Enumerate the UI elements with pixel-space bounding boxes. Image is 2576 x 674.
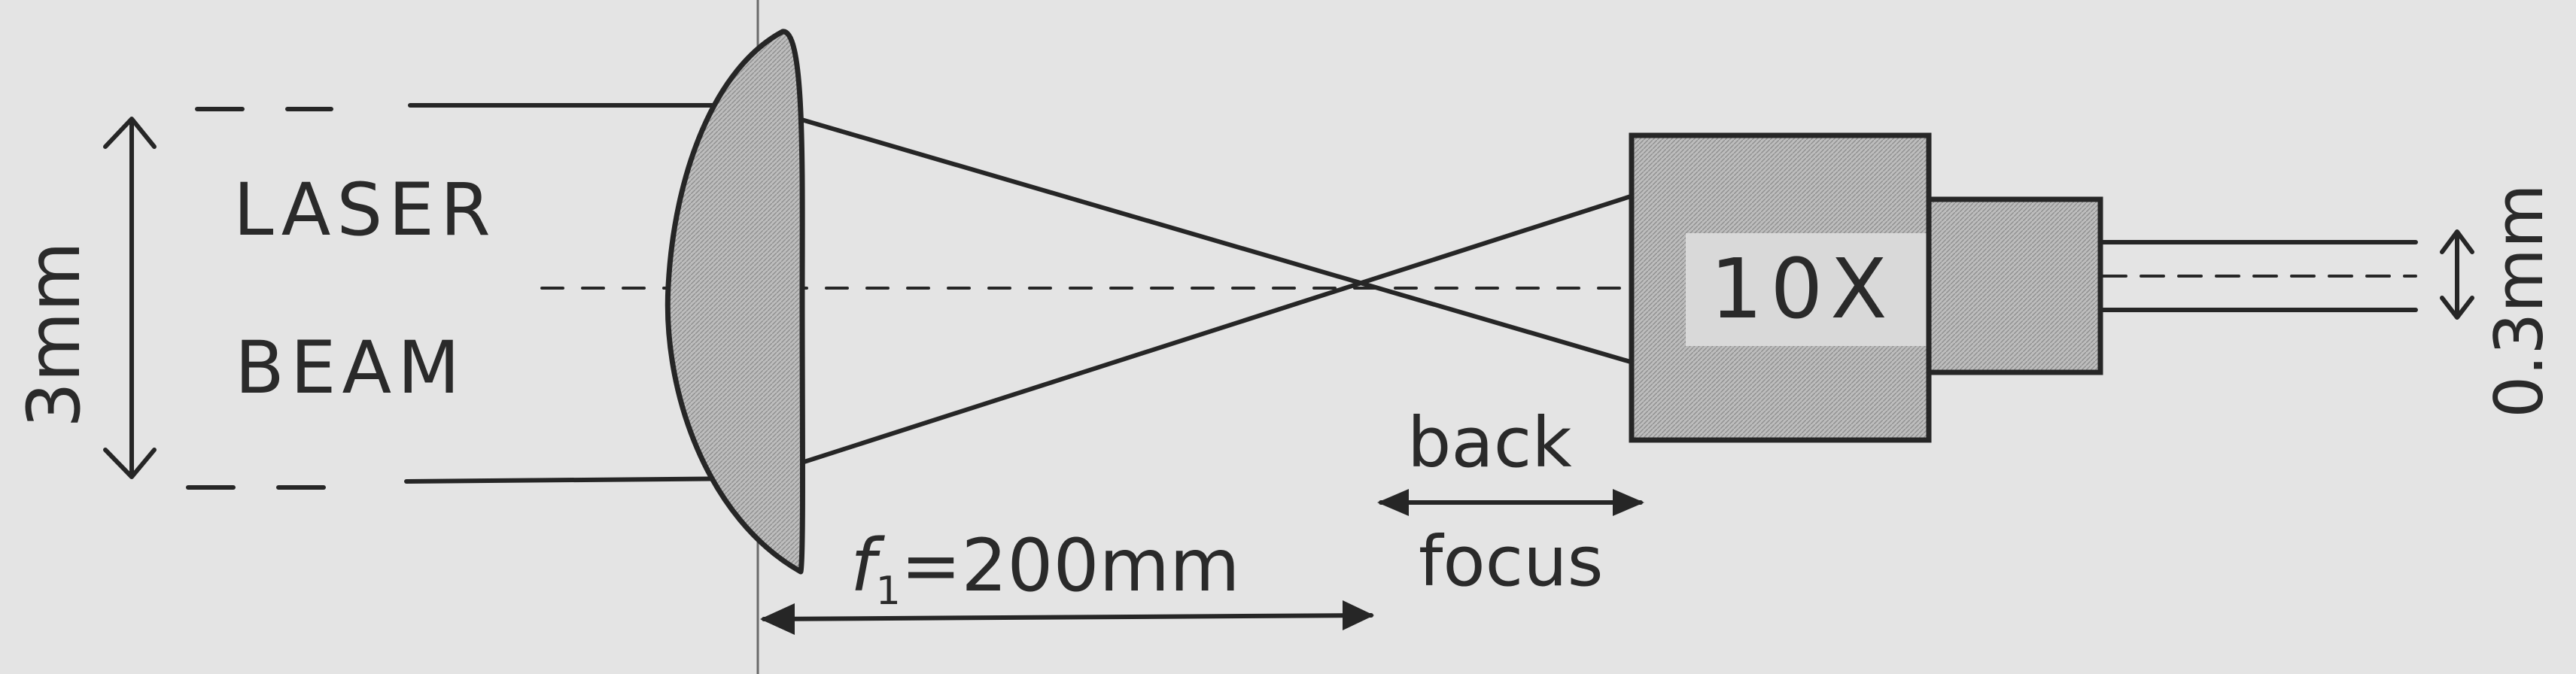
output-diameter-label: 0.3mm	[2480, 184, 2558, 417]
objective-label-clearing	[1686, 233, 1934, 346]
laser-label-line1: LASER	[233, 168, 497, 252]
output-arrowhead-bottom	[2440, 296, 2474, 320]
back-focus-arrowhead-right	[1613, 489, 1644, 516]
objective-nose	[1926, 196, 2103, 375]
focal-subscript: 1	[876, 569, 901, 614]
objective-magnification-label: 10X	[1710, 241, 1894, 337]
input-arrowhead-top	[103, 117, 157, 149]
laser-label-line2: BEAM	[235, 326, 466, 410]
back-focus-label-line2: focus	[1419, 521, 1604, 602]
plano-convex-lens	[665, 29, 805, 575]
focal-length-label: f1=200mm	[850, 524, 1240, 614]
focal-length-arrow	[762, 613, 1373, 621]
back-focus-arrowhead-left	[1377, 489, 1409, 516]
output-arrowhead-top	[2440, 229, 2474, 254]
focal-arrowhead-left	[760, 603, 795, 635]
input-arrowhead-bottom	[103, 448, 157, 479]
ray-bottom-to-top	[750, 193, 1635, 481]
focal-arrowhead-right	[1343, 600, 1374, 630]
input-diameter-label: 3mm	[12, 241, 96, 428]
focal-value: =200mm	[901, 524, 1240, 608]
beam-edge-bottom	[404, 476, 755, 484]
ray-top-to-bottom	[750, 103, 1635, 365]
back-focus-label-line1: back	[1407, 402, 1572, 483]
